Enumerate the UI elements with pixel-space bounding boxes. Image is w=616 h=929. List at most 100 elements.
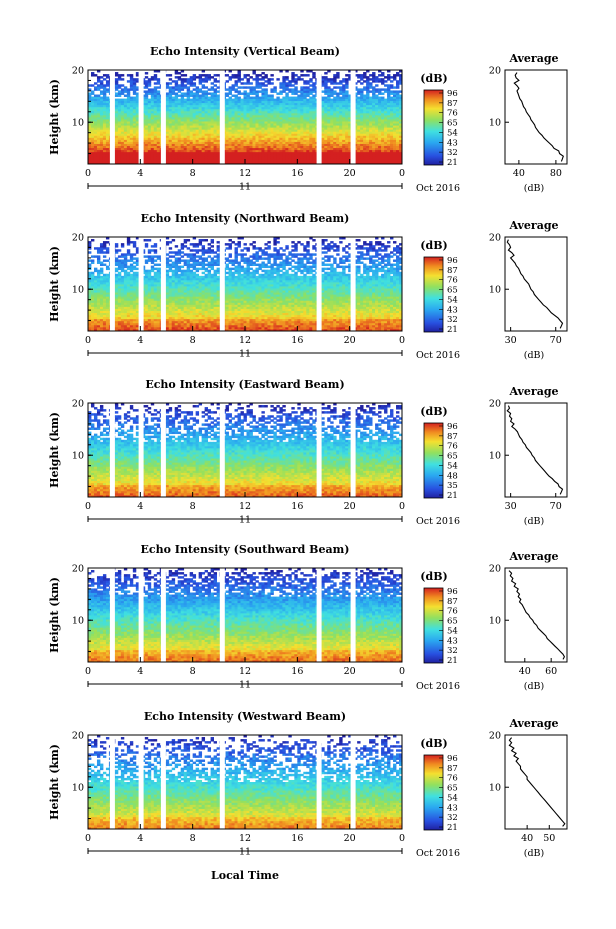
heatmap-cell: [156, 110, 161, 114]
heatmap-cell: [114, 117, 119, 120]
heatmap-cell: [126, 92, 131, 95]
heatmap-cell: [102, 96, 107, 100]
heatmap-cell: [192, 159, 197, 163]
heatmap-cell: [177, 117, 182, 120]
heatmap-cell: [171, 98, 176, 102]
heatmap-cell: [150, 106, 155, 110]
heatmap-cell: [144, 90, 149, 93]
heatmap-cell: [132, 155, 137, 159]
heatmap-cell: [192, 149, 197, 153]
heatmap-cell: [189, 106, 194, 110]
heatmap-cell: [168, 112, 173, 116]
heatmap-cell: [396, 90, 400, 93]
heatmap-cell: [180, 159, 185, 163]
heatmap-cell: [243, 82, 247, 85]
heatmap-cell: [210, 82, 214, 85]
heatmap-cell: [147, 117, 152, 120]
heatmap-cell: [228, 86, 232, 89]
heatmap-cell: [207, 151, 212, 155]
heatmap-cell: [147, 141, 152, 144]
heatmap-cell: [201, 110, 206, 114]
heatmap-cell: [192, 157, 197, 161]
heatmap-cell: [90, 159, 95, 163]
heatmap-cell: [186, 112, 191, 116]
heatmap-cell: [96, 117, 101, 120]
heatmap-cell: [213, 145, 217, 149]
heatmap-cell: [273, 86, 277, 89]
heatmap-cell: [99, 145, 104, 149]
heatmap-cell: [88, 98, 92, 102]
heatmap-cell: [147, 131, 152, 134]
heatmap-cell: [195, 159, 200, 163]
heatmap-cell: [189, 161, 194, 165]
heatmap-cell: [171, 112, 176, 116]
heatmap-cell: [189, 153, 194, 157]
heatmap-cell: [165, 123, 170, 126]
heatmap-cell: [216, 141, 220, 144]
heatmap-cell: [102, 114, 107, 118]
heatmap-cell: [213, 131, 217, 134]
heatmap-cell: [153, 114, 158, 118]
heatmap-cell: [117, 131, 122, 134]
heatmap-cell: [117, 117, 122, 120]
heatmap-cell: [210, 117, 214, 120]
heatmap-cell: [129, 131, 134, 134]
heatmap-cell: [114, 145, 119, 149]
heatmap-cell: [198, 147, 203, 151]
heatmap-cell: [132, 261, 137, 264]
heatmap-cell: [126, 149, 131, 153]
heatmap-cell: [150, 100, 155, 104]
heatmap-cell: [183, 86, 188, 89]
heatmap-cell: [177, 161, 182, 165]
heatmap-cell: [105, 133, 110, 136]
heatmap-cell: [114, 147, 119, 151]
heatmap-cell: [165, 119, 170, 122]
heatmap-cell: [123, 90, 128, 93]
heatmap-cell: [96, 102, 101, 106]
heatmap-cell: [360, 82, 364, 85]
heatmap-cell: [180, 157, 185, 161]
heatmap-cell: [210, 159, 214, 163]
heatmap-cell: [204, 121, 209, 124]
heatmap-cell: [135, 147, 140, 151]
heatmap-cell: [105, 127, 110, 130]
heatmap-cell: [117, 255, 122, 258]
heatmap-cell: [393, 90, 397, 93]
heatmap-cell: [204, 86, 209, 89]
heatmap-cell: [90, 114, 95, 118]
heatmap-cell: [117, 127, 122, 130]
heatmap-cell: [114, 161, 119, 165]
heatmap-cell: [198, 133, 203, 136]
heatmap-cell: [180, 94, 185, 97]
heatmap-cell: [264, 84, 268, 87]
heatmap-cell: [195, 112, 200, 116]
heatmap-cell: [105, 123, 110, 126]
heatmap-cell: [117, 112, 122, 116]
heatmap-cell: [144, 269, 149, 273]
heatmap-cell: [120, 110, 125, 114]
heatmap-cell: [150, 90, 155, 93]
heatmap-cell: [375, 94, 379, 97]
heatmap-cell: [192, 145, 197, 149]
heatmap-cell: [285, 76, 289, 79]
heatmap-cell: [90, 139, 95, 142]
heatmap-cell: [126, 119, 131, 122]
heatmap-cell: [150, 131, 155, 134]
heatmap-cell: [207, 117, 212, 120]
heatmap-cell: [210, 100, 214, 104]
heatmap-cell: [135, 98, 140, 102]
heatmap-cell: [201, 161, 206, 165]
heatmap-cell: [180, 104, 185, 108]
heatmap-cell: [102, 94, 107, 97]
heatmap-cell: [201, 84, 206, 87]
heatmap-cell: [192, 92, 197, 95]
heatmap-cell: [90, 119, 95, 122]
heatmap-cell: [207, 153, 212, 157]
heatmap-cell: [369, 78, 373, 81]
heatmap-cell: [192, 143, 197, 147]
heatmap-cell: [96, 255, 101, 258]
heatmap-cell: [105, 147, 110, 151]
heatmap-cell: [117, 108, 122, 112]
x-tick-label: 8: [190, 168, 196, 179]
heatmap-cell: [132, 151, 137, 155]
